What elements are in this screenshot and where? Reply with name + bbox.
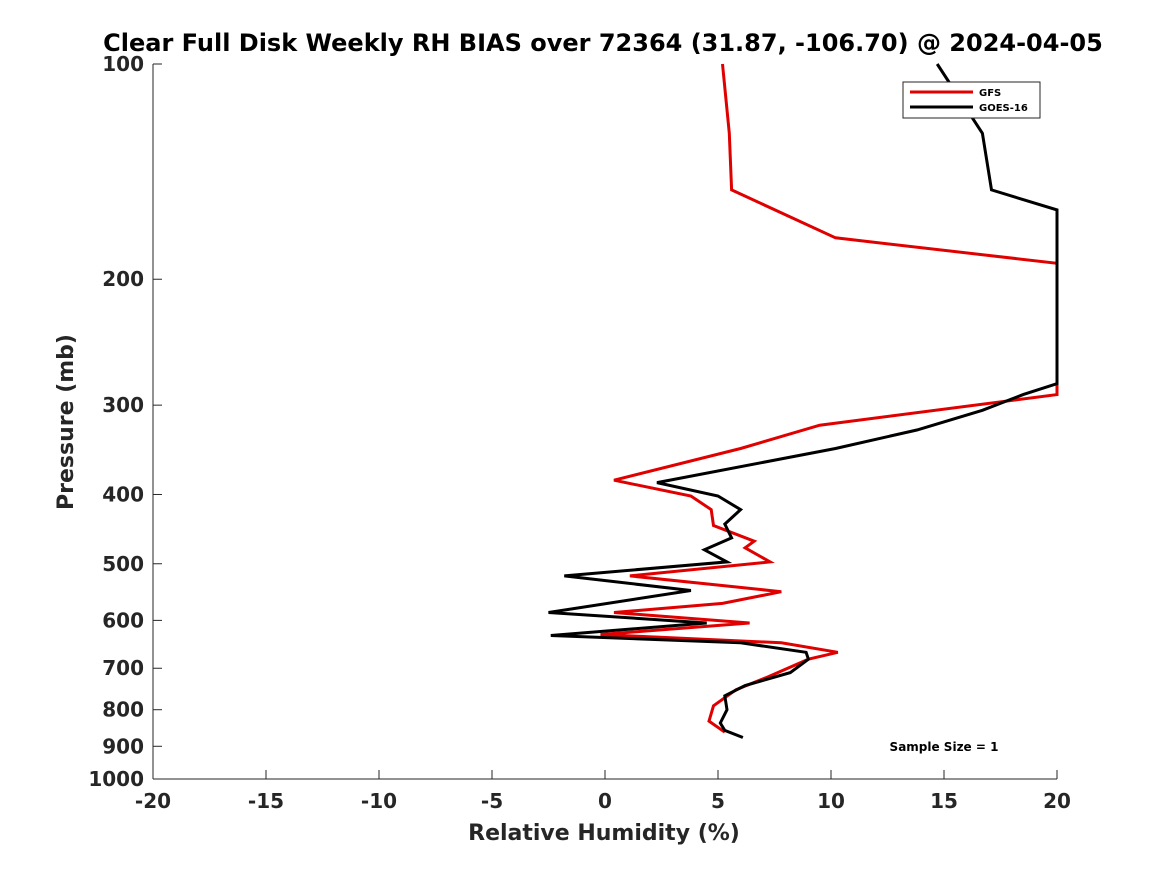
x-tick-label: -5: [481, 789, 503, 813]
y-tick-label: 900: [102, 734, 144, 758]
x-tick-label: 15: [930, 789, 958, 813]
y-tick-label: 800: [102, 698, 144, 722]
x-tick-label: -10: [361, 789, 397, 813]
series-layer: [548, 63, 1059, 739]
y-tick-label: 400: [102, 482, 144, 506]
y-ticks: 100 200 300 400 500 600 700 800 900 1000: [88, 52, 162, 791]
y-tick-label: 700: [102, 656, 144, 680]
x-tick-label: 0: [598, 789, 612, 813]
y-tick-label: 300: [102, 393, 144, 417]
sample-size-annotation: Sample Size = 1: [890, 740, 999, 754]
x-axis-label: Relative Humidity (%): [468, 821, 740, 846]
x-tick-label: 20: [1043, 789, 1071, 813]
y-axis-label: Pressure (mb): [54, 334, 79, 510]
chart-title: Clear Full Disk Weekly RH BIAS over 7236…: [103, 29, 1103, 57]
legend-box: [902, 81, 1041, 119]
y-tick-label: 100: [102, 52, 144, 76]
y-tick-label: 500: [102, 552, 144, 576]
x-tick-label: 10: [817, 789, 845, 813]
legend-label-goes16: GOES-16: [979, 103, 1028, 114]
x-tick-label: 5: [711, 789, 725, 813]
y-tick-label: 1000: [88, 767, 144, 791]
legend-label-gfs: GFS: [979, 88, 1001, 99]
x-ticks: -20 -15 -10 -5 0 5 10 15 20: [135, 770, 1071, 813]
x-tick-label: -20: [135, 789, 171, 813]
x-tick-label: -15: [248, 789, 284, 813]
y-tick-label: 600: [102, 608, 144, 632]
y-tick-label: 200: [102, 267, 144, 291]
legend: GFS GOES-16: [902, 81, 1041, 119]
series-line-goes16: [548, 63, 1059, 739]
